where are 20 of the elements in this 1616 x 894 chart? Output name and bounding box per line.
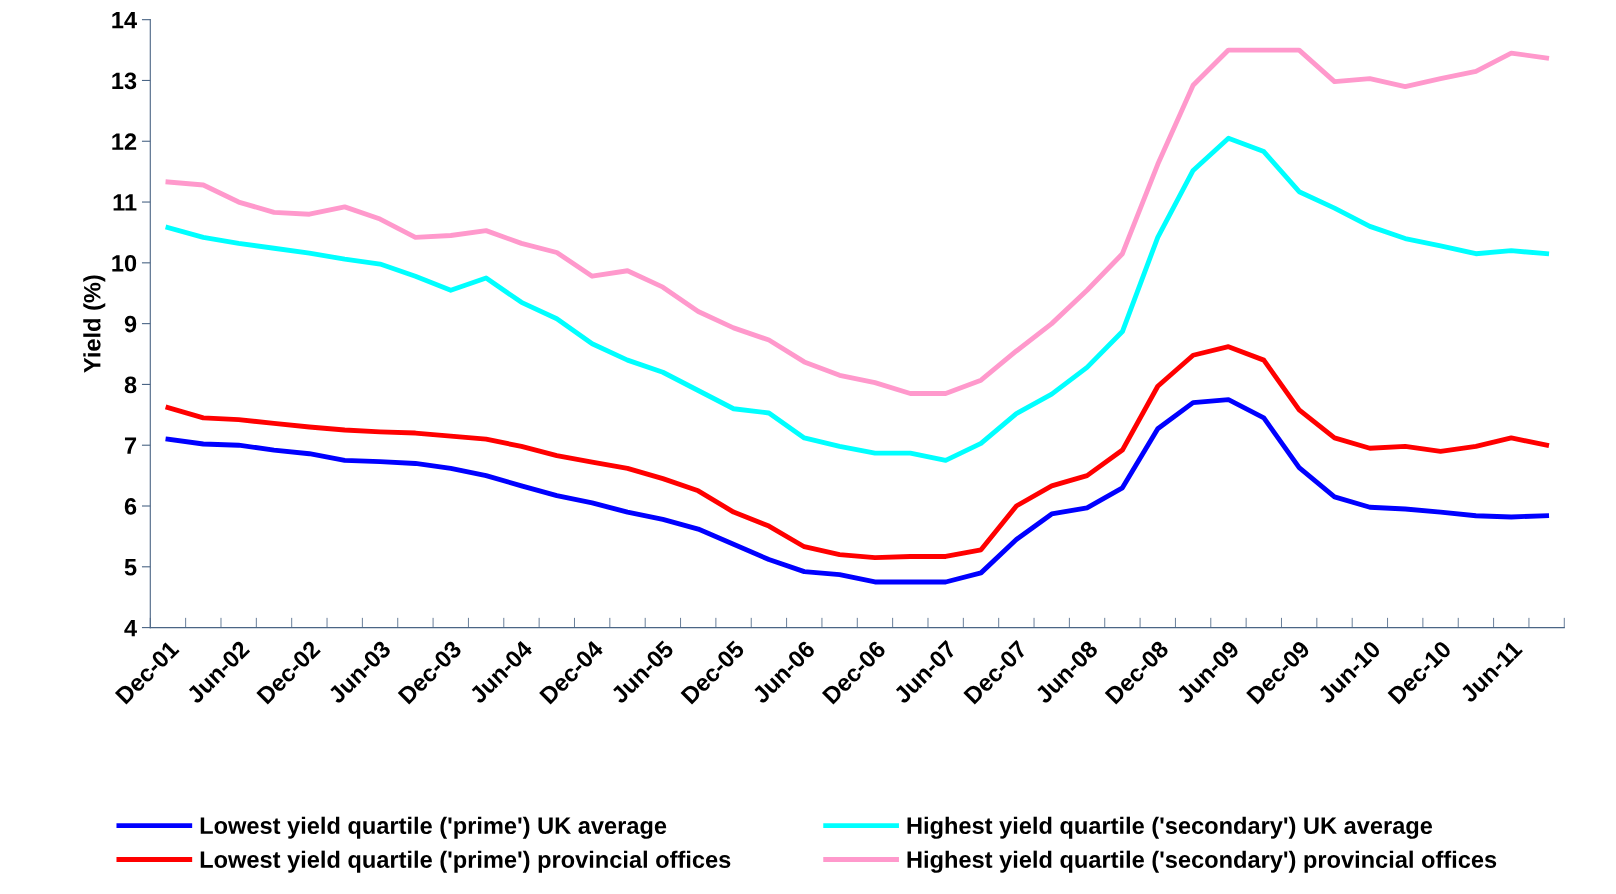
legend-label: Highest yield quartile ('secondary') provincial offices xyxy=(907,850,1497,873)
y-tick-label: 13 xyxy=(112,72,137,90)
y-tick-label: 12 xyxy=(112,133,137,150)
y-tick-label: 5 xyxy=(124,559,137,576)
line-series xyxy=(165,397,1550,585)
y-tick-label: 9 xyxy=(124,315,137,333)
y-axis-title: Yield (%) xyxy=(83,275,106,373)
y-tick-label: 6 xyxy=(124,498,137,515)
y-tick-label: 11 xyxy=(113,194,137,211)
legend-label: Lowest yield quartile ('prime') provincial offices xyxy=(200,850,731,873)
legend-label: Highest yield quartile ('secondary') UK average xyxy=(907,816,1433,839)
line-series xyxy=(165,344,1550,561)
y-tick-label: 4 xyxy=(124,619,137,637)
y-tick-label: 14 xyxy=(112,11,137,29)
y-tick-label: 7 xyxy=(124,437,137,454)
y-tick-label: 10 xyxy=(112,254,137,272)
line-series xyxy=(165,135,1550,463)
legend-label: Lowest yield quartile ('prime') UK average xyxy=(200,816,667,839)
y-tick-label: 8 xyxy=(124,376,137,394)
line-series xyxy=(165,47,1550,396)
